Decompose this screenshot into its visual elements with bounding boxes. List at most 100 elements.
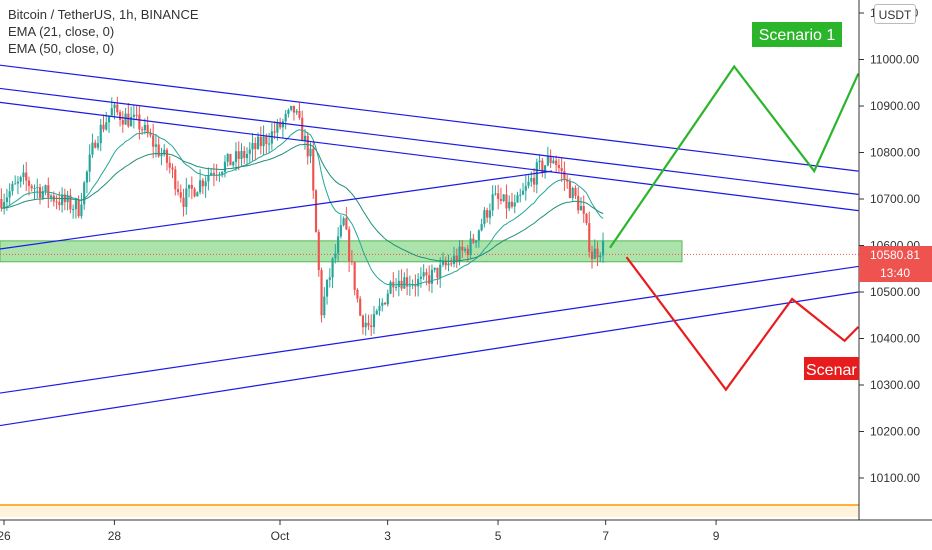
candle-body [149,133,152,136]
candle-body [428,275,431,284]
candle-body [414,284,417,287]
candle-body [74,200,77,210]
candle-body [143,124,146,131]
candle-body [281,121,284,128]
legend-ema21[interactable]: EMA (21, close, 0) [8,24,115,39]
candle-body [226,153,229,162]
candle-body [323,296,326,316]
candle-body [394,286,398,288]
candle-body [461,246,464,251]
y-tick-label: 10300.00 [870,378,920,392]
candle-body [210,173,213,176]
candle-body [447,263,450,266]
scenario-2-path [625,256,860,392]
candle-body [30,185,33,189]
candle-body [127,113,130,127]
candle-body [417,278,420,287]
candle-body [334,253,337,259]
candle-body [505,194,508,209]
support-zone [0,240,683,263]
candle-body [163,149,166,155]
legend-ema50[interactable]: EMA (50, close, 0) [8,41,115,56]
candle-body [121,119,124,125]
candle-body [320,270,323,316]
x-tick-label: 5 [495,529,502,543]
candle-body [544,165,547,173]
candle-body [88,154,91,172]
candle-body [182,197,185,207]
candle-body [33,187,36,189]
trendline-3 [0,101,859,212]
y-tick-label: 10800.00 [870,146,920,160]
x-tick-label: 26 [0,529,11,543]
candle-body [36,187,39,189]
candle-body [5,197,8,203]
candle-body [11,183,14,192]
candle-body [279,122,282,128]
candle-body [513,202,516,207]
trendline-4 [0,170,553,250]
candle-body [430,269,434,284]
bottom-band [0,505,859,517]
candle-body [566,179,569,182]
x-tick-label: 9 [713,529,720,543]
candle-body [185,188,188,207]
candle-body [582,205,585,214]
candle-body [458,246,461,262]
candle-body [80,204,83,217]
candle-body [502,194,505,202]
candle-body [245,153,249,158]
candle-body [0,199,3,209]
candle-body [574,188,577,196]
candle-body [312,148,315,191]
countdown-label: 13:40 [880,266,910,280]
candle-body [538,160,541,163]
y-tick-label: 10400.00 [870,332,920,346]
candle-body [593,248,596,259]
candle-body [422,272,425,277]
candle-body [450,263,453,265]
currency-button[interactable]: USDT [874,4,916,24]
candle-body [171,167,174,170]
candle-body [232,162,235,166]
candle-body [328,277,331,280]
chart-legend: Bitcoin / TetherUS, 1h, BINANCE EMA (21,… [8,6,199,57]
candle-body [3,202,6,209]
candle-body [488,210,491,218]
candle-body [508,201,511,209]
candle-body [309,148,312,157]
candle-body [472,238,475,243]
candle-body [455,255,458,262]
candle-body [337,236,340,254]
candle-body [152,135,155,147]
candle-body [157,144,160,157]
candle-body [381,302,384,306]
candle-body [85,171,89,183]
last-price-label: 10580.81 [870,248,920,262]
candle-body [491,194,494,211]
time-axis[interactable] [0,520,932,550]
legend-symbol[interactable]: Bitcoin / TetherUS, 1h, BINANCE [8,7,199,22]
candle-body [411,284,414,286]
candle-body [469,238,472,255]
candle-body [560,167,563,172]
x-tick-label: 7 [602,529,609,543]
candle-body [176,189,180,193]
candle-body [361,315,365,328]
candle-body [499,199,503,202]
candle-body [105,122,108,130]
scenario-1-badge [752,22,842,47]
candle-body [524,185,527,191]
candle-body [571,188,574,199]
candle-body [342,218,345,226]
candle-body [113,104,116,109]
candle-body [290,105,293,110]
candle-body [386,293,389,305]
candle-body [306,135,309,157]
candle-body [530,177,533,182]
candle-body [16,181,20,184]
candle-body [199,180,202,193]
candle-body [298,110,301,118]
